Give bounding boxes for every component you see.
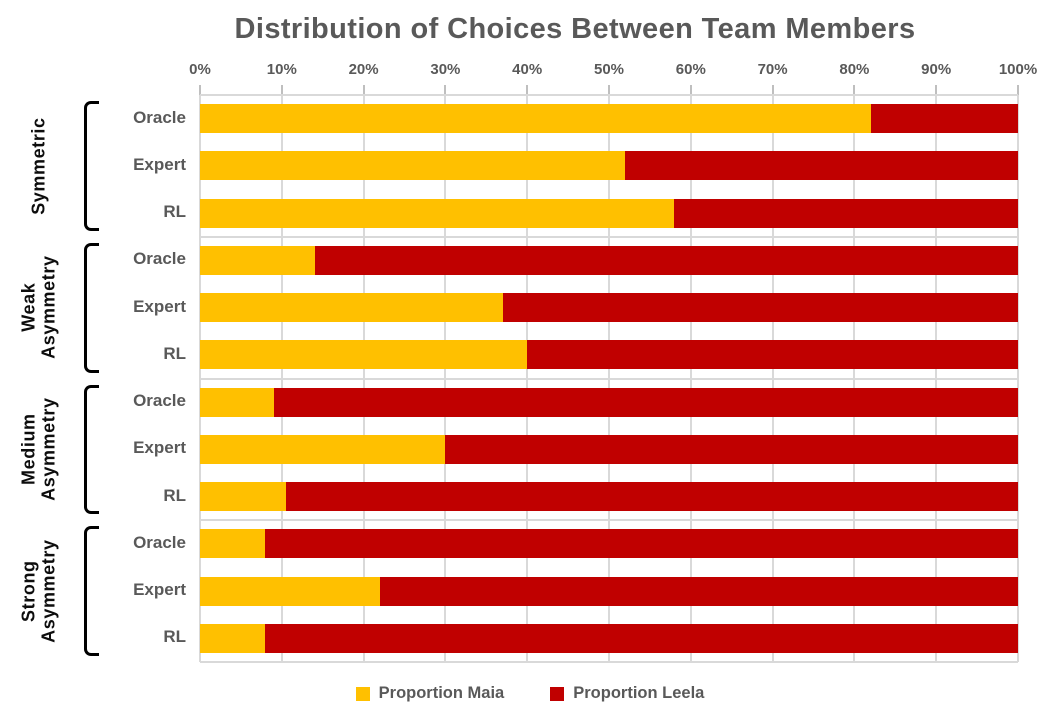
x-tick-mark <box>199 85 201 95</box>
row-label-oracle: Oracle <box>133 391 186 411</box>
bar-segment-maia <box>200 340 528 370</box>
x-tick-label: 20% <box>348 61 379 78</box>
bar-segment-maia <box>200 293 503 323</box>
bar-segment-leela <box>379 576 1018 606</box>
bar-segment-maia <box>200 104 871 134</box>
legend-swatch <box>355 686 370 701</box>
x-tick-mark <box>280 85 283 95</box>
bar-segment-leela <box>314 245 1018 275</box>
group-separator-line <box>200 519 1018 522</box>
row-label-rl: RL <box>163 343 186 363</box>
x-tick-label: 10% <box>266 61 297 78</box>
group-separator-line <box>200 235 1018 238</box>
bar-segment-maia <box>200 434 446 464</box>
group-bracket <box>84 101 99 231</box>
x-tick-mark <box>362 85 365 95</box>
gridline <box>1017 95 1019 662</box>
bar-segment-leela <box>674 198 1018 228</box>
bar-segment-maia <box>200 245 315 275</box>
x-tick-mark <box>935 85 938 95</box>
bar-segment-leela <box>285 482 1018 512</box>
legend-swatch <box>550 686 565 701</box>
x-tick-mark <box>689 85 692 95</box>
x-tick-label: 70% <box>757 61 788 78</box>
row-label-rl: RL <box>163 485 186 505</box>
group-bracket <box>84 242 99 373</box>
x-tick-label: 40% <box>512 61 543 78</box>
bar-segment-maia <box>200 151 626 181</box>
bar-segment-leela <box>273 387 1018 417</box>
row-label-expert: Expert <box>133 580 186 600</box>
x-tick-label: 90% <box>921 61 952 78</box>
bar-segment-leela <box>265 623 1018 653</box>
bar-segment-leela <box>870 104 1018 134</box>
x-tick-label: 60% <box>675 61 706 78</box>
x-tick-label: 30% <box>430 61 461 78</box>
x-tick-label: 0% <box>189 61 211 78</box>
x-tick-mark <box>1017 85 1019 95</box>
row-label-expert: Expert <box>133 296 186 316</box>
row-label-expert: Expert <box>133 154 186 174</box>
group-separator-line <box>200 94 1018 96</box>
x-tick-label: 80% <box>839 61 870 78</box>
bar-segment-leela <box>445 434 1018 464</box>
bar-segment-leela <box>527 340 1018 370</box>
legend-label: Proportion Maia <box>378 684 505 702</box>
row-label-rl: RL <box>163 627 186 647</box>
bar-segment-maia <box>200 387 274 417</box>
row-label-expert: Expert <box>133 438 186 458</box>
legend-label: Proportion Leela <box>573 684 705 702</box>
legend: Proportion Maia Proportion Leela <box>0 684 1060 703</box>
row-label-oracle: Oracle <box>133 107 186 127</box>
x-tick-label: 100% <box>998 61 1038 78</box>
x-tick-mark <box>444 85 447 95</box>
bar-segment-leela <box>625 151 1018 181</box>
group-bracket <box>84 526 99 656</box>
x-tick-mark <box>608 85 610 95</box>
chart-title: Distribution of Choices Between Team Mem… <box>234 13 916 45</box>
x-tick-mark <box>526 85 529 95</box>
legend-item-maia: Proportion Maia <box>355 684 505 703</box>
row-label-oracle: Oracle <box>133 249 186 269</box>
bar-segment-leela <box>502 293 1018 323</box>
row-label-rl: RL <box>163 202 186 222</box>
group-separator-line <box>200 377 1018 380</box>
bar-segment-maia <box>200 482 286 512</box>
row-label-oracle: Oracle <box>133 532 186 552</box>
bar-segment-maia <box>200 576 380 606</box>
group-separator-line <box>200 661 1018 663</box>
group-bracket <box>84 384 99 515</box>
bar-segment-maia <box>200 623 266 653</box>
bar-segment-maia <box>200 198 675 228</box>
bar-segment-maia <box>200 529 266 559</box>
legend-item-leela: Proportion Leela <box>550 684 704 703</box>
bar-segment-leela <box>265 529 1018 559</box>
x-tick-label: 50% <box>593 61 625 78</box>
x-tick-mark <box>771 85 774 95</box>
x-tick-mark <box>853 85 856 95</box>
